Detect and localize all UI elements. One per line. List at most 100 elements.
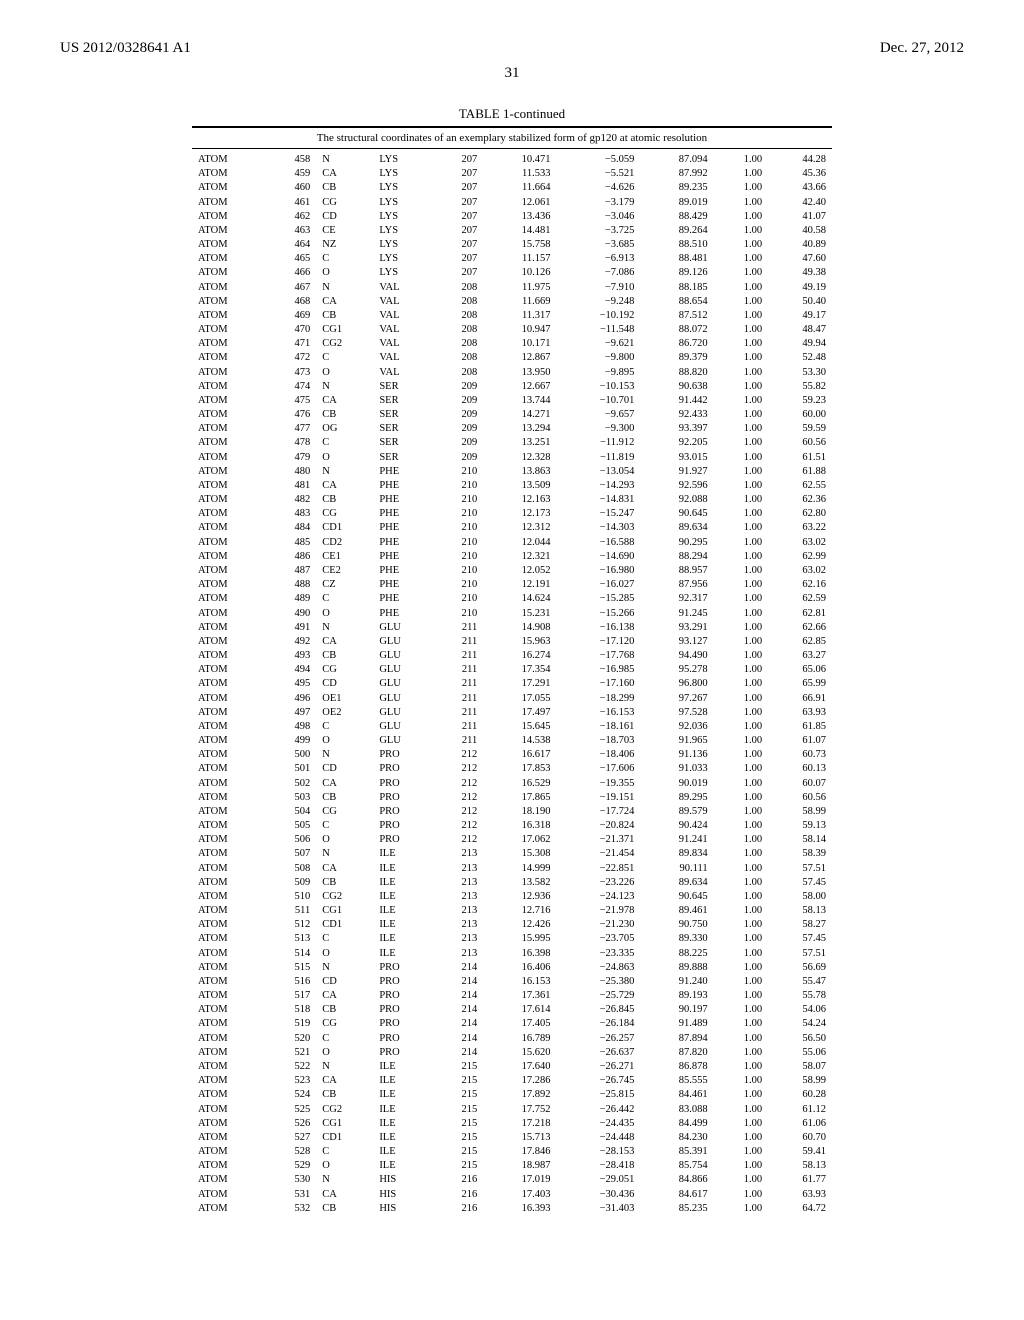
table-row: ATOM467NVAL20811.975−7.91088.1851.0049.1… [192,281,832,295]
table-cell: ATOM [192,465,267,479]
table-cell: GLU [373,677,433,691]
table-cell: 15.308 [483,847,556,861]
table-cell: 492 [267,635,317,649]
table-cell: 62.16 [768,578,832,592]
table-cell: ATOM [192,550,267,564]
table-cell: 87.512 [640,309,713,323]
table-cell: O [316,947,373,961]
table-cell: 207 [434,181,484,195]
table-cell: −26.257 [557,1032,641,1046]
table-cell: 14.481 [483,224,556,238]
table-cell: 208 [434,281,484,295]
table-cell: PRO [373,777,433,791]
table-cell: 12.052 [483,564,556,578]
table-cell: ATOM [192,862,267,876]
table-cell: ILE [373,1131,433,1145]
table-cell: ATOM [192,989,267,1003]
table-cell: 211 [434,720,484,734]
table-cell: −15.285 [557,592,641,606]
table-cell: 1.00 [714,1088,768,1102]
table-cell: VAL [373,366,433,380]
table-cell: 85.235 [640,1202,713,1216]
table-cell: VAL [373,351,433,365]
table-cell: 464 [267,238,317,252]
table-row: ATOM522NILE21517.640−26.27186.8781.0058.… [192,1060,832,1074]
table-cell: −9.657 [557,408,641,422]
table-cell: 1.00 [714,777,768,791]
table-cell: ATOM [192,819,267,833]
table-row: ATOM512CD1ILE21312.426−21.23090.7501.005… [192,918,832,932]
table-cell: 60.07 [768,777,832,791]
table-cell: 1.00 [714,380,768,394]
table-cell: ATOM [192,323,267,337]
table-cell: 495 [267,677,317,691]
table-cell: SER [373,408,433,422]
table-row: ATOM521OPRO21415.620−26.63787.8201.0055.… [192,1046,832,1060]
table-cell: 1.00 [714,266,768,280]
table-cell: 42.40 [768,196,832,210]
table-cell: 60.73 [768,748,832,762]
table-cell: −19.355 [557,777,641,791]
table-row: ATOM520CPRO21416.789−26.25787.8941.0056.… [192,1032,832,1046]
table-cell: 63.02 [768,564,832,578]
table-cell: CB [316,1003,373,1017]
table-cell: 12.426 [483,918,556,932]
table-cell: 1.00 [714,621,768,635]
table-cell: 1.00 [714,181,768,195]
table-cell: 17.752 [483,1103,556,1117]
table-cell: VAL [373,323,433,337]
table-cell: C [316,819,373,833]
table-cell: 55.06 [768,1046,832,1060]
table-cell: 92.205 [640,436,713,450]
table-row: ATOM529OILE21518.987−28.41885.7541.0058.… [192,1159,832,1173]
table-cell: 212 [434,762,484,776]
patent-number: US 2012/0328641 A1 [60,40,191,57]
table-cell: 90.019 [640,777,713,791]
table-cell: −18.299 [557,692,641,706]
table-cell: 212 [434,791,484,805]
table-cell: ATOM [192,607,267,621]
table-cell: −3.725 [557,224,641,238]
table-cell: 1.00 [714,536,768,550]
table-cell: CG [316,805,373,819]
table-cell: 488 [267,578,317,592]
table-cell: 88.294 [640,550,713,564]
table-cell: 213 [434,876,484,890]
table-cell: 208 [434,295,484,309]
table-cell: 212 [434,805,484,819]
table-cell: −18.406 [557,748,641,762]
table-cell: 211 [434,706,484,720]
table-cell: 461 [267,196,317,210]
table-cell: CA [316,635,373,649]
table-cell: PHE [373,536,433,550]
table-cell: 89.888 [640,961,713,975]
table-row: ATOM505CPRO21216.318−20.82490.4241.0059.… [192,819,832,833]
table-cell: CA [316,1074,373,1088]
table-cell: 215 [434,1088,484,1102]
table-cell: 458 [267,153,317,167]
table-cell: 96.800 [640,677,713,691]
table-row: ATOM525CG2ILE21517.752−26.44283.0881.006… [192,1103,832,1117]
table-cell: 1.00 [714,281,768,295]
table-cell: 504 [267,805,317,819]
table-cell: 58.00 [768,890,832,904]
table-cell: 15.995 [483,932,556,946]
table-cell: 63.22 [768,521,832,535]
table-cell: −21.978 [557,904,641,918]
table-cell: 483 [267,507,317,521]
table-cell: OE1 [316,692,373,706]
table-cell: VAL [373,337,433,351]
table-cell: −10.701 [557,394,641,408]
table-cell: ATOM [192,1117,267,1131]
table-cell: 210 [434,607,484,621]
table-cell: CA [316,1188,373,1202]
table-cell: −3.685 [557,238,641,252]
table-cell: 87.094 [640,153,713,167]
table-cell: 60.70 [768,1131,832,1145]
table-cell: 512 [267,918,317,932]
table-cell: LYS [373,167,433,181]
table-cell: ILE [373,947,433,961]
table-cell: 44.28 [768,153,832,167]
table-cell: N [316,748,373,762]
table-cell: LYS [373,210,433,224]
